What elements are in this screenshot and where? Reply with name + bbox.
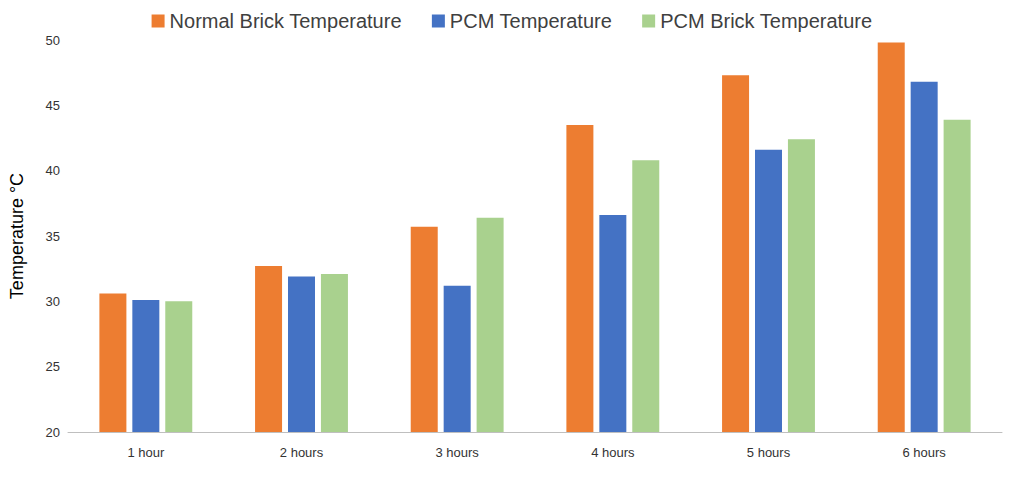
svg-text:30: 30 xyxy=(46,294,60,309)
svg-text:4 hours: 4 hours xyxy=(591,445,635,460)
svg-text:2 hours: 2 hours xyxy=(280,445,324,460)
svg-text:Temperature °C: Temperature °C xyxy=(7,173,27,299)
svg-text:1 hour: 1 hour xyxy=(127,445,165,460)
svg-text:PCM Brick Temperature: PCM Brick Temperature xyxy=(660,10,872,32)
svg-text:6 hours: 6 hours xyxy=(902,445,946,460)
svg-text:25: 25 xyxy=(46,359,60,374)
svg-text:40: 40 xyxy=(46,163,60,178)
svg-text:Normal Brick Temperature: Normal Brick Temperature xyxy=(170,10,402,32)
svg-text:50: 50 xyxy=(46,33,60,48)
svg-text:20: 20 xyxy=(46,425,60,440)
svg-text:PCM Temperature: PCM Temperature xyxy=(450,10,612,32)
svg-text:35: 35 xyxy=(46,229,60,244)
svg-text:45: 45 xyxy=(46,98,60,113)
svg-text:5 hours: 5 hours xyxy=(747,445,791,460)
svg-text:3 hours: 3 hours xyxy=(435,445,479,460)
